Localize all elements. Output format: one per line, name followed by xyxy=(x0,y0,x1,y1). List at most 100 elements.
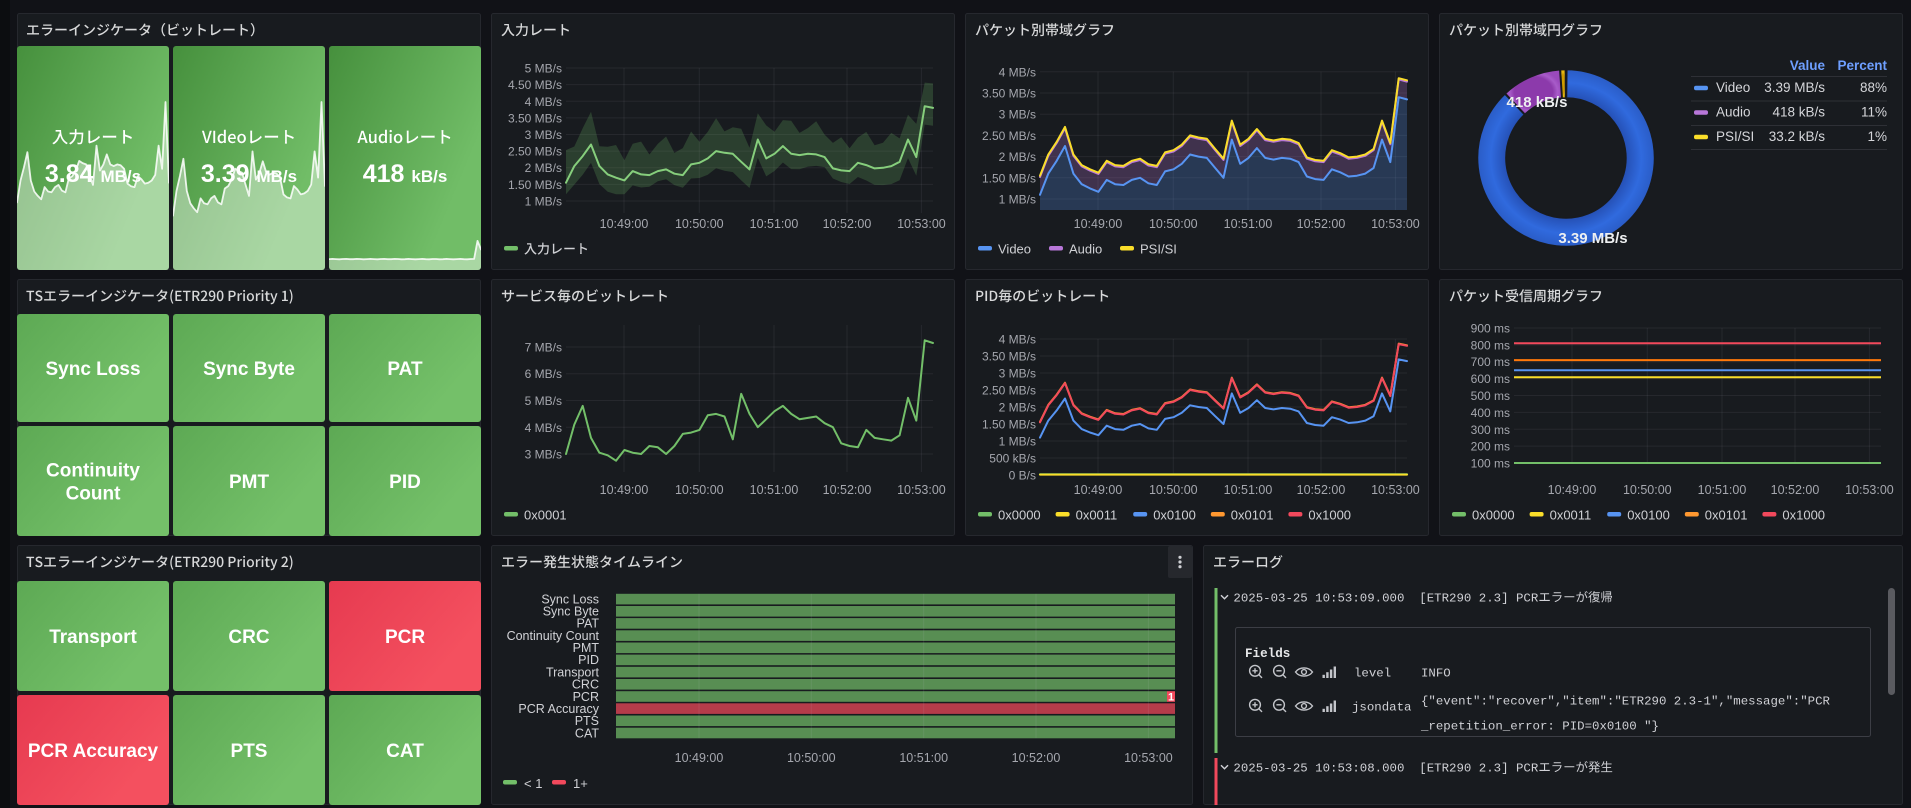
svg-text:418 kB/s: 418 kB/s xyxy=(363,160,448,188)
svg-text:PTS: PTS xyxy=(231,741,268,762)
svg-text:10:53:00: 10:53:00 xyxy=(897,217,946,231)
svg-text:0 B/s: 0 B/s xyxy=(1009,469,1036,483)
svg-text:Video: Video xyxy=(998,242,1031,257)
svg-text:level: level xyxy=(1354,667,1391,681)
svg-text:10:50:00: 10:50:00 xyxy=(1149,483,1198,497)
svg-text:2 MB/s: 2 MB/s xyxy=(999,401,1036,415)
svg-text:< 1: < 1 xyxy=(524,776,542,791)
svg-text:PCR: PCR xyxy=(573,690,599,704)
svg-text:{"event":"recover","item":"ETR: {"event":"recover","item":"ETR290 2.3-1"… xyxy=(1421,695,1831,709)
svg-text:PSI/SI: PSI/SI xyxy=(1716,129,1754,144)
svg-text:2.50 MB/s: 2.50 MB/s xyxy=(508,145,562,159)
svg-text:Transport: Transport xyxy=(49,627,137,648)
svg-text:Video: Video xyxy=(1716,80,1750,95)
svg-text:Sync Byte: Sync Byte xyxy=(543,605,599,619)
svg-text:3.39 MB/s: 3.39 MB/s xyxy=(201,160,297,188)
svg-text:_repetition_error: PID=0x0100: _repetition_error: PID=0x0100 "} xyxy=(1420,720,1659,734)
svg-text:0x1000: 0x1000 xyxy=(1308,508,1351,523)
svg-text:Percent: Percent xyxy=(1837,58,1887,73)
svg-text:1 MB/s: 1 MB/s xyxy=(525,195,562,209)
svg-text:800 ms: 800 ms xyxy=(1471,338,1510,352)
svg-text:1.50 MB/s: 1.50 MB/s xyxy=(982,418,1036,432)
svg-text:10:50:00: 10:50:00 xyxy=(787,751,836,765)
svg-text:CRC: CRC xyxy=(572,678,599,692)
svg-text:PID: PID xyxy=(389,472,421,493)
svg-text:3 MB/s: 3 MB/s xyxy=(999,108,1036,122)
svg-text:10:53:00: 10:53:00 xyxy=(1371,217,1420,231)
svg-text:PCR: PCR xyxy=(385,627,425,648)
svg-text:10:52:00: 10:52:00 xyxy=(1012,751,1061,765)
svg-text:10:51:00: 10:51:00 xyxy=(750,217,799,231)
svg-text:10:52:00: 10:52:00 xyxy=(1771,483,1820,497)
svg-text:PMT: PMT xyxy=(229,472,270,493)
svg-text:4 MB/s: 4 MB/s xyxy=(525,421,562,435)
svg-text:2.50 MB/s: 2.50 MB/s xyxy=(982,384,1036,398)
svg-text:0x0000: 0x0000 xyxy=(1472,508,1515,523)
svg-text:3 MB/s: 3 MB/s xyxy=(525,448,562,462)
svg-text:10:49:00: 10:49:00 xyxy=(1548,483,1597,497)
svg-text:10:51:00: 10:51:00 xyxy=(1224,217,1273,231)
svg-text:PMT: PMT xyxy=(573,641,600,655)
svg-text:700 ms: 700 ms xyxy=(1471,355,1510,369)
svg-text:418 kB/s: 418 kB/s xyxy=(1507,94,1568,111)
svg-text:6 MB/s: 6 MB/s xyxy=(525,367,562,381)
svg-text:400 ms: 400 ms xyxy=(1471,406,1510,420)
svg-text:3.50 MB/s: 3.50 MB/s xyxy=(982,350,1036,364)
svg-text:CAT: CAT xyxy=(386,741,424,762)
svg-text:0x0101: 0x0101 xyxy=(1705,508,1748,523)
svg-text:10:50:00: 10:50:00 xyxy=(675,217,724,231)
svg-text:900 ms: 900 ms xyxy=(1471,322,1510,336)
svg-text:Continuity Count: Continuity Count xyxy=(507,629,600,643)
svg-text:600 ms: 600 ms xyxy=(1471,372,1510,386)
svg-text:10:51:00: 10:51:00 xyxy=(1698,483,1747,497)
svg-text:10:49:00: 10:49:00 xyxy=(600,483,649,497)
svg-text:10:50:00: 10:50:00 xyxy=(675,483,724,497)
svg-text:418 kB/s: 418 kB/s xyxy=(1772,105,1825,120)
svg-text:0x0011: 0x0011 xyxy=(1550,508,1592,523)
svg-text:500 kB/s: 500 kB/s xyxy=(989,452,1036,466)
svg-text:3 MB/s: 3 MB/s xyxy=(525,128,562,142)
svg-text:10:53:00: 10:53:00 xyxy=(897,483,946,497)
svg-text:10:52:00: 10:52:00 xyxy=(1297,483,1346,497)
svg-text:PAT: PAT xyxy=(387,359,423,380)
svg-text:0x0001: 0x0001 xyxy=(524,508,567,523)
svg-text:2025-03-25 10:53:08.000 [ETR2: 2025-03-25 10:53:08.000 [ETR290 2.3] PCR xyxy=(1233,762,1538,776)
svg-text:3.84 MB/s: 3.84 MB/s xyxy=(45,160,141,188)
svg-text:2 MB/s: 2 MB/s xyxy=(525,161,562,175)
svg-text:Continuity: Continuity xyxy=(46,461,140,482)
svg-text:CAT: CAT xyxy=(575,726,599,740)
svg-text:Sync Loss: Sync Loss xyxy=(45,359,140,380)
svg-text:3.39 MB/s: 3.39 MB/s xyxy=(1764,80,1825,95)
svg-text:1.50 MB/s: 1.50 MB/s xyxy=(508,178,562,192)
svg-text:Transport: Transport xyxy=(546,665,600,679)
svg-text:2 MB/s: 2 MB/s xyxy=(999,150,1036,164)
svg-text:3.39 MB/s: 3.39 MB/s xyxy=(1558,230,1627,247)
svg-text:4 MB/s: 4 MB/s xyxy=(525,95,562,109)
svg-text:500 ms: 500 ms xyxy=(1471,389,1510,403)
svg-text:PCR Accuracy: PCR Accuracy xyxy=(28,741,159,762)
svg-text:10:49:00: 10:49:00 xyxy=(1074,217,1123,231)
svg-text:10:52:00: 10:52:00 xyxy=(823,483,872,497)
svg-text:11%: 11% xyxy=(1861,105,1887,120)
svg-text:Audio: Audio xyxy=(1069,242,1102,257)
svg-text:10:49:00: 10:49:00 xyxy=(675,751,724,765)
svg-text:10:51:00: 10:51:00 xyxy=(899,751,948,765)
svg-text:4 MB/s: 4 MB/s xyxy=(999,65,1036,79)
svg-text:PAT: PAT xyxy=(577,617,600,631)
svg-text:3.50 MB/s: 3.50 MB/s xyxy=(982,87,1036,101)
svg-text:10:49:00: 10:49:00 xyxy=(600,217,649,231)
svg-text:10:50:00: 10:50:00 xyxy=(1623,483,1672,497)
svg-text:2025-03-25 10:53:09.000 [ETR2: 2025-03-25 10:53:09.000 [ETR290 2.3] PCR xyxy=(1233,592,1538,606)
svg-text:1 MB/s: 1 MB/s xyxy=(999,193,1036,207)
svg-text:Count: Count xyxy=(66,484,122,505)
svg-text:300 ms: 300 ms xyxy=(1471,423,1510,437)
svg-text:1+: 1+ xyxy=(573,776,588,791)
svg-text:10:52:00: 10:52:00 xyxy=(823,217,872,231)
svg-text:1 MB/s: 1 MB/s xyxy=(999,435,1036,449)
svg-text:0x0101: 0x0101 xyxy=(1231,508,1274,523)
svg-text:0x0100: 0x0100 xyxy=(1627,508,1670,523)
svg-text:10:52:00: 10:52:00 xyxy=(1297,217,1346,231)
svg-text:10:49:00: 10:49:00 xyxy=(1074,483,1123,497)
svg-text:0x0000: 0x0000 xyxy=(998,508,1041,523)
svg-text:1: 1 xyxy=(1168,692,1174,704)
